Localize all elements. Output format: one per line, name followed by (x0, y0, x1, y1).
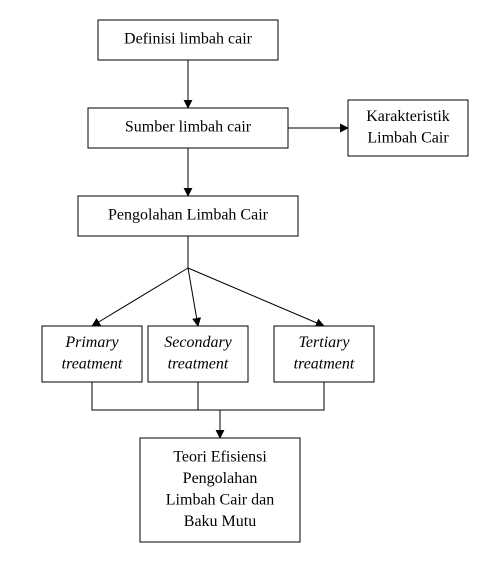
node-teori: Teori Efisiensi Pengolahan Limbah Cair dan… (140, 438, 300, 542)
node-label: Baku Mutu (184, 513, 256, 530)
node-label: Limbah Cair dan (166, 491, 274, 508)
node-label: Karakteristik (366, 108, 450, 125)
node-secondary: Secondary treatment (148, 326, 248, 382)
node-sumber: Sumber limbah cair (88, 108, 288, 148)
node-label: Tertiary (299, 334, 351, 351)
edge (92, 382, 324, 410)
edge (188, 236, 198, 326)
node-label: Limbah Cair (367, 129, 449, 146)
node-label: Primary (64, 334, 119, 351)
node-label: Pengolahan Limbah Cair (108, 207, 269, 224)
node-label: treatment (168, 355, 229, 372)
node-label: Definisi limbah cair (124, 31, 253, 48)
node-karakter: Karakteristik Limbah Cair (348, 100, 468, 156)
node-label: Secondary (164, 334, 232, 351)
node-label: Pengolahan (183, 470, 258, 487)
node-tertiary: Tertiary treatment (274, 326, 374, 382)
node-label: Sumber limbah cair (125, 119, 252, 136)
node-label: treatment (294, 355, 355, 372)
edge (92, 236, 188, 326)
node-primary: Primary treatment (42, 326, 142, 382)
node-definisi: Definisi limbah cair (98, 20, 278, 60)
node-label: treatment (62, 355, 123, 372)
node-pengolahan: Pengolahan Limbah Cair (78, 196, 298, 236)
node-label: Teori Efisiensi (173, 448, 267, 465)
edge (188, 236, 324, 326)
